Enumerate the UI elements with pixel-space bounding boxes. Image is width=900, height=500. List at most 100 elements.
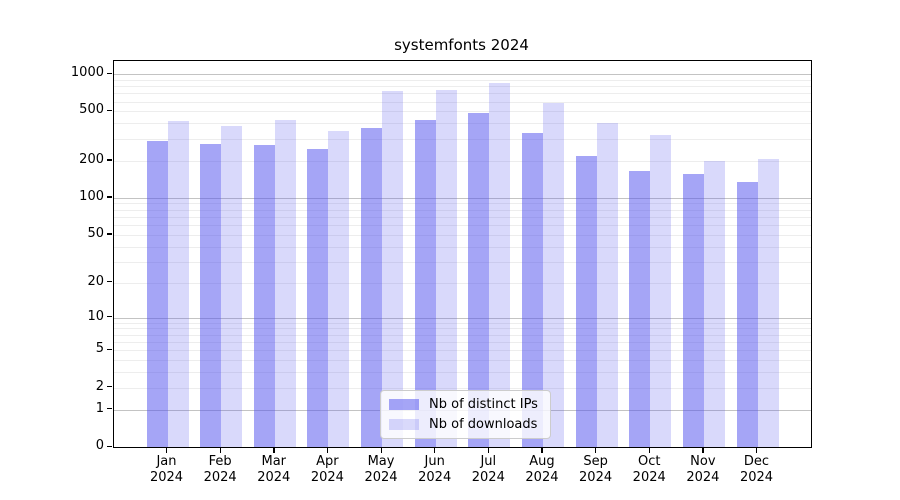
y-tick-label: 5 <box>95 341 104 357</box>
y-tick-mark <box>107 386 112 388</box>
x-tick-label: Mar 2024 <box>257 454 291 485</box>
x-tick-label: Nov 2024 <box>686 454 720 485</box>
gridline-minor <box>114 79 811 81</box>
y-tick-label: 1 <box>95 400 104 416</box>
legend-label-downloads: Nb of downloads <box>429 417 538 432</box>
x-tick-mark <box>380 448 382 453</box>
y-tick-mark <box>107 72 112 74</box>
gridline-major <box>114 197 811 199</box>
bar-distinct-ips <box>146 140 168 447</box>
gridline-minor <box>114 322 811 324</box>
gridline-minor <box>114 123 811 125</box>
legend: Nb of distinct IPs Nb of downloads <box>380 390 551 439</box>
bar-distinct-ips <box>468 113 490 447</box>
gridline-minor <box>114 111 811 113</box>
y-tick-mark <box>107 233 112 235</box>
gridline-major <box>114 74 811 76</box>
gridline-minor <box>114 86 811 88</box>
bar-distinct-ips <box>736 181 758 447</box>
x-tick-mark <box>541 448 543 453</box>
gridline-minor <box>114 387 811 389</box>
x-tick-label: Apr 2024 <box>310 454 344 485</box>
gridline-minor <box>114 203 811 205</box>
downloads-swatch-icon <box>389 419 419 430</box>
legend-item-downloads: Nb of downloads <box>389 417 538 432</box>
bar-distinct-ips <box>307 148 329 447</box>
x-tick-mark <box>756 448 758 453</box>
y-tick-label: 0 <box>95 438 104 453</box>
x-tick-label: Feb 2024 <box>203 454 237 485</box>
gridline-minor <box>114 334 811 336</box>
distinct-ips-swatch-icon <box>389 399 419 410</box>
gridline-minor <box>114 138 811 140</box>
y-tick-mark <box>107 159 112 161</box>
gridline-minor <box>114 216 811 218</box>
bar-downloads <box>382 91 404 447</box>
y-tick-label: 1000 <box>70 65 104 81</box>
y-tick-label: 10 <box>87 308 104 324</box>
x-tick-mark <box>273 448 275 453</box>
x-tick-label: May 2024 <box>364 454 398 485</box>
x-tick-mark <box>166 448 168 453</box>
gridline-minor <box>114 246 811 248</box>
gridline-minor <box>114 328 811 330</box>
gridline-minor <box>114 360 811 362</box>
bar-distinct-ips <box>414 119 436 447</box>
bar-downloads <box>435 89 457 447</box>
gridline-minor <box>114 101 811 103</box>
bar-downloads <box>650 135 672 447</box>
bar-distinct-ips <box>253 144 275 447</box>
y-tick-mark <box>107 196 112 198</box>
x-tick-mark <box>702 448 704 453</box>
x-tick-mark <box>487 448 490 453</box>
y-tick-label: 50 <box>87 225 104 241</box>
y-tick-mark <box>107 109 112 112</box>
gridline-minor <box>114 160 811 162</box>
y-tick-label: 200 <box>79 151 104 167</box>
y-tick-mark <box>107 316 112 318</box>
bar-distinct-ips <box>629 171 651 447</box>
bar-distinct-ips <box>575 155 597 447</box>
x-tick-mark <box>219 448 221 453</box>
x-tick-label: Jul 2024 <box>471 454 505 485</box>
bar-distinct-ips <box>521 133 543 447</box>
bar-distinct-ips <box>682 174 704 447</box>
gridline-minor <box>114 282 811 284</box>
bar-distinct-ips <box>361 127 383 447</box>
y-tick-label: 2 <box>95 378 104 394</box>
gridline-minor <box>114 93 811 95</box>
x-tick-mark <box>434 448 436 453</box>
bar-downloads <box>703 160 725 447</box>
bar-downloads <box>167 120 189 447</box>
y-tick-mark <box>107 408 112 410</box>
legend-label-distinct-ips: Nb of distinct IPs <box>429 397 538 412</box>
bar-downloads <box>542 103 564 447</box>
x-tick-mark <box>595 448 597 453</box>
gridline-minor <box>114 350 811 352</box>
bar-downloads <box>221 125 243 447</box>
x-tick-label: Jun 2024 <box>418 454 452 485</box>
gridline-minor <box>114 372 811 374</box>
x-tick-label: Sep 2024 <box>579 454 613 485</box>
bar-downloads <box>274 119 296 447</box>
gridline-major <box>114 317 811 319</box>
y-tick-label: 500 <box>79 102 104 118</box>
gridline-minor <box>114 341 811 343</box>
gridline-minor <box>114 261 811 263</box>
gridline-minor <box>114 234 811 236</box>
x-tick-label: Aug 2024 <box>525 454 559 485</box>
y-tick-label: 100 <box>79 188 104 204</box>
y-tick-mark <box>107 348 112 351</box>
y-tick-label: 20 <box>87 273 104 289</box>
bar-downloads <box>757 159 779 447</box>
bar-downloads <box>328 130 350 447</box>
x-tick-mark <box>648 448 651 453</box>
x-tick-mark <box>326 448 329 453</box>
x-tick-label: Dec 2024 <box>739 454 774 485</box>
gridline-minor <box>114 225 811 227</box>
x-tick-label: Jan 2024 <box>149 454 184 485</box>
bar-downloads <box>596 122 618 447</box>
chart-title: systemfonts 2024 <box>394 36 529 54</box>
bar-downloads <box>489 82 511 447</box>
